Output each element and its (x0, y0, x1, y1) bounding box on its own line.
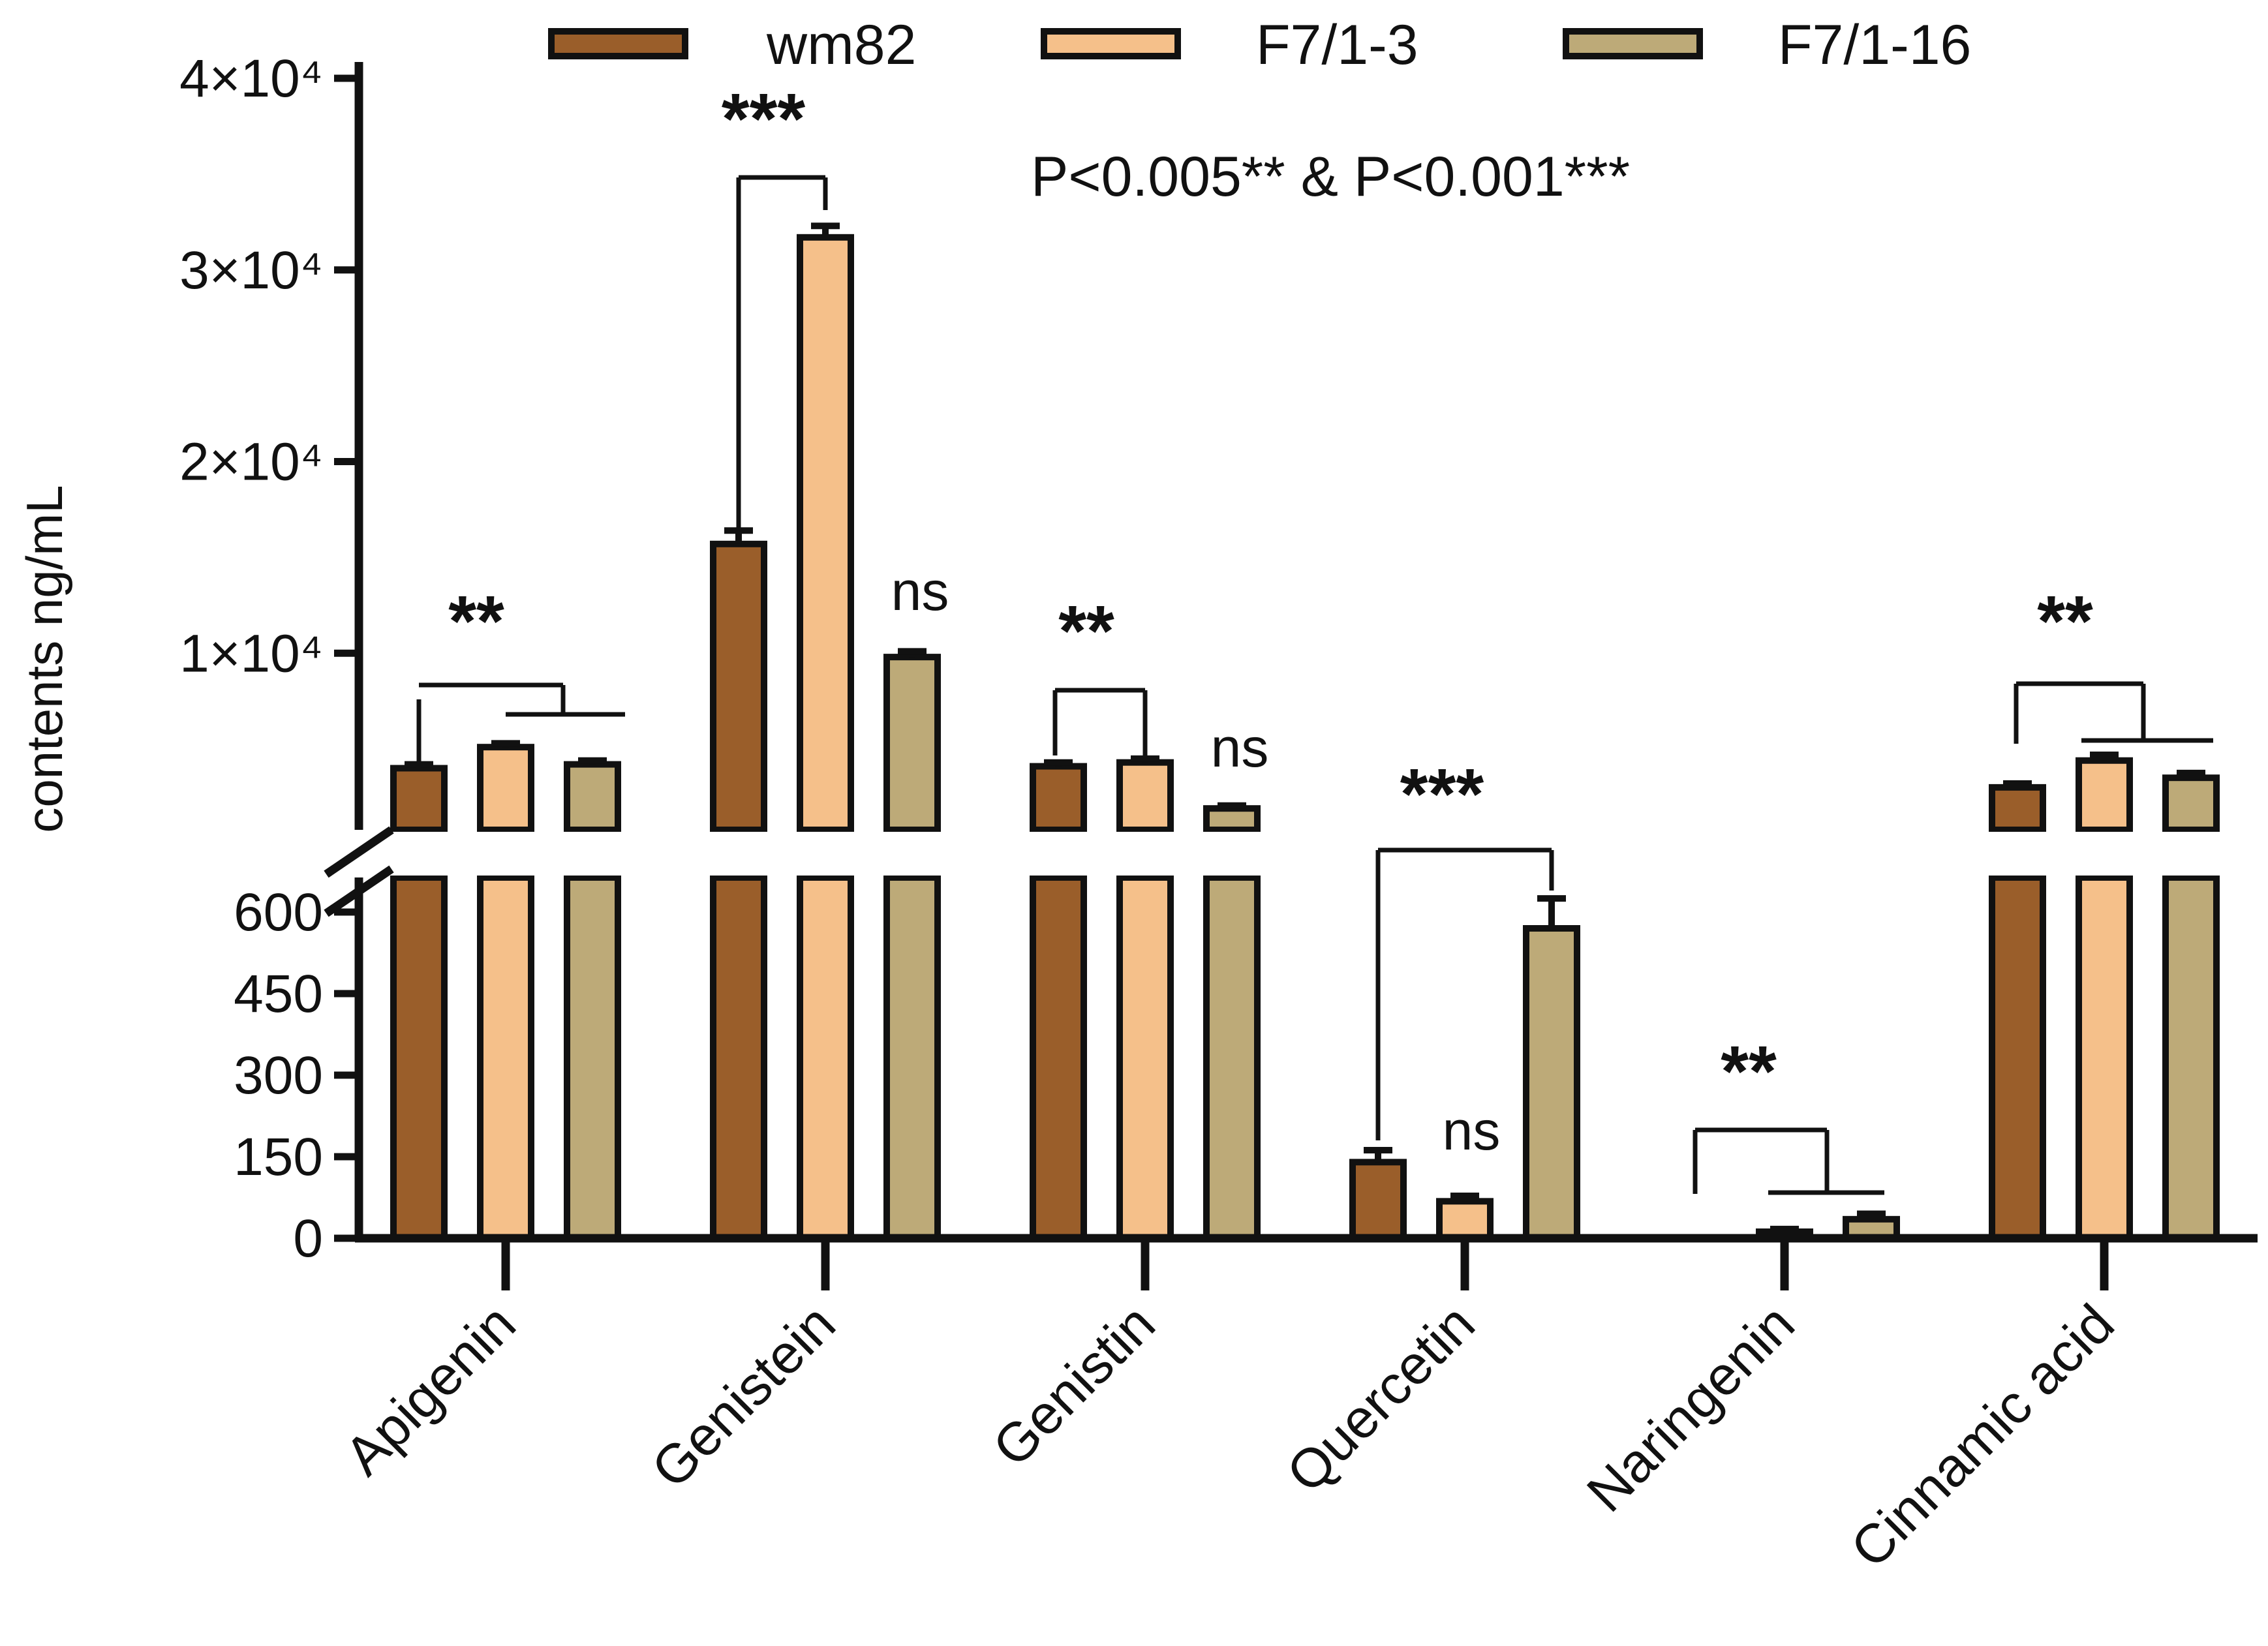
significance-label-8: ** (2037, 581, 2093, 662)
bar-genistein-1-lower (797, 874, 854, 1242)
bar-cinnamic-acid-0-lower (1989, 874, 2046, 1242)
bar-quercetin-0 (1349, 1159, 1407, 1242)
bar-apigenin-0-lower (390, 874, 448, 1242)
bars-group (390, 222, 2220, 1242)
significance-group: *****ns **ns***ns**** (416, 79, 2213, 1195)
bar-cinnamic-acid-0-upper (1989, 784, 2046, 833)
bar-cinnamic-acid-2-upper (2162, 774, 2220, 833)
x-tick-label-naringenin: Naringenin (1575, 1292, 1806, 1523)
significance-label-2: ns (891, 560, 949, 622)
y-tick-label-lower-1: 150 (234, 1127, 323, 1187)
bar-cinnamic-acid-2-lower (2162, 874, 2220, 1242)
y-tick-label-upper-0: 1×10⁴ (179, 624, 323, 683)
bar-apigenin-2-lower (564, 874, 621, 1242)
y-tick-label-lower-0: 0 (293, 1209, 323, 1268)
bar-genistein-1-upper (797, 234, 854, 833)
bar-genistein-0-upper (710, 540, 767, 833)
x-tick-label-apigenin: Apigenin (333, 1292, 527, 1487)
bar-genistein-2-lower (883, 874, 941, 1242)
significance-label-5: *** (1400, 754, 1484, 834)
significance-label-4: ns (1211, 717, 1269, 778)
y-axis-label: contents ng/mL (16, 485, 73, 832)
x-tick-label-quercetin: Quercetin (1275, 1292, 1486, 1504)
y-tick-label-lower-2: 300 (234, 1046, 323, 1105)
bar-genistin-0-lower (1030, 874, 1087, 1242)
y-tick-label-upper-3: 4×10⁴ (179, 49, 323, 108)
significance-label-3: ** (1058, 591, 1114, 671)
bar-genistein-0-lower (710, 874, 767, 1242)
legend-swatch-1 (1041, 28, 1181, 59)
bar-apigenin-0-upper (390, 765, 448, 833)
significance-note: P<0.005** & P<0.001*** (1031, 145, 1630, 208)
legend-swatch-0 (548, 28, 688, 59)
bar-quercetin-1 (1436, 1198, 1494, 1242)
axis-break-mark-upper (324, 826, 394, 878)
y-tick-label-upper-2: 3×10⁴ (179, 241, 323, 300)
x-tick-label-genistin: Genistin (981, 1292, 1166, 1478)
x-tick-label-genistein: Genistein (639, 1292, 846, 1499)
y-tick-label-lower-4: 600 (234, 883, 323, 942)
significance-label-1: *** (722, 79, 806, 159)
y-ticks-group: 0 150 300 450 600 1×10⁴ 2×10⁴ 3×10⁴ 4×10⁴ (179, 49, 359, 1268)
bar-cinnamic-acid-1-lower (2076, 874, 2133, 1242)
y-tick-label-lower-3: 450 (234, 964, 323, 1024)
bar-apigenin-2-upper (564, 761, 621, 833)
bar-genistin-1-upper (1116, 759, 1174, 833)
significance-label-6: ns (1443, 1100, 1501, 1161)
significance-label-7: ** (1721, 1031, 1777, 1112)
axes-group (324, 62, 2258, 1243)
x-tick-label-cinnamic-acid: Cinnamic acid (1839, 1292, 2126, 1579)
legend: wm82 F7/1-3 F7/1-16 (548, 14, 1971, 76)
bar-genistein-2-upper (883, 654, 941, 833)
legend-swatch-2 (1563, 28, 1703, 59)
bar-genistin-1-lower (1116, 874, 1174, 1242)
bar-genistin-2-lower (1203, 874, 1261, 1242)
bar-cinnamic-acid-1-upper (2076, 757, 2133, 833)
y-tick-label-upper-1: 2×10⁴ (179, 433, 323, 492)
legend-label-2: F7/1-16 (1778, 14, 1971, 76)
bar-genistin-0-upper (1030, 763, 1087, 833)
bar-quercetin-2 (1523, 925, 1580, 1242)
legend-label-0: wm82 (766, 14, 916, 76)
axis-break-mark-lower (324, 865, 394, 917)
x-ticks-group: Apigenin Genistein Genistin Quercetin Naring… (333, 1238, 2126, 1579)
significance-label-0: ** (448, 581, 504, 662)
bar-apigenin-1-lower (477, 874, 534, 1242)
bar-apigenin-1-upper (477, 744, 534, 833)
bar-genistin-2-upper (1203, 805, 1261, 833)
axis-break-gap (333, 832, 2258, 876)
legend-label-1: F7/1-3 (1256, 14, 1418, 76)
